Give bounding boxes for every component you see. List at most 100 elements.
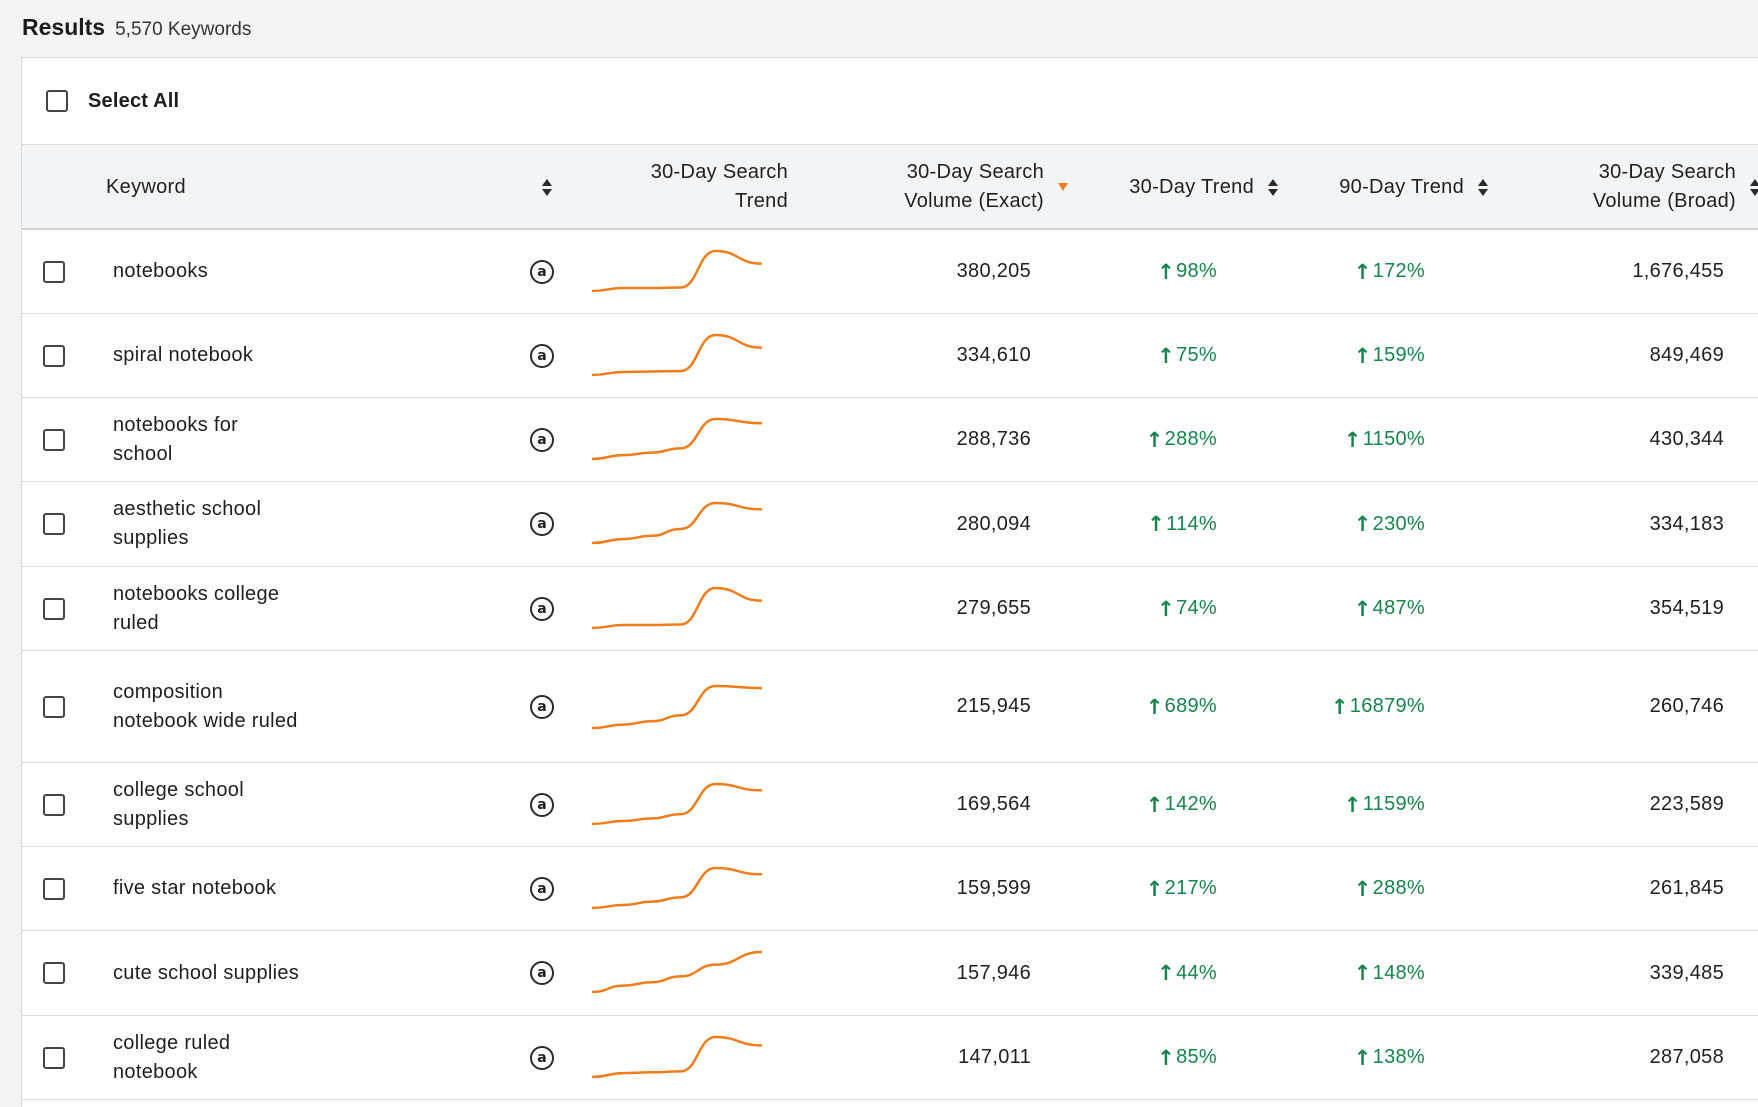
row-checkbox-cell xyxy=(43,482,65,566)
trend-90-indicator: ↑ 230% xyxy=(1354,512,1425,536)
trend-30-indicator: ↑ 74% xyxy=(1157,597,1217,621)
amazon-icon[interactable]: a xyxy=(530,876,554,901)
search-volume-exact-cell: 147,011 xyxy=(842,1016,1031,1099)
search-volume-broad-cell: 261,845 xyxy=(1442,847,1724,930)
row-checkbox[interactable] xyxy=(43,877,65,900)
trend-30-cell: ↑ 217% xyxy=(1062,847,1217,930)
trend-30-indicator: ↑ 114% xyxy=(1147,512,1217,536)
search-volume-broad-cell: 287,058 xyxy=(1442,1016,1724,1099)
table-row[interactable]: composition notebook wide ruled a 215,945 ↑… xyxy=(22,651,1758,763)
trend-30-cell: ↑ 98% xyxy=(1062,230,1217,313)
trend-30-indicator: ↑ 75% xyxy=(1157,344,1217,368)
column-header-keyword-label: Keyword xyxy=(106,175,186,198)
row-checkbox[interactable] xyxy=(43,597,65,620)
amazon-link-cell: a xyxy=(530,931,554,1015)
trend-30-cell: ↑ 75% xyxy=(1062,314,1217,397)
column-header-trend-90-label: 90-Day Trend xyxy=(1339,175,1464,198)
trend-30-indicator: ↑ 142% xyxy=(1146,793,1217,817)
table-row[interactable]: college school supplies a 169,564 ↑ 142% ↑ 115… xyxy=(22,763,1758,847)
sparkline-path xyxy=(592,782,762,825)
search-trend-sparkline xyxy=(592,950,762,994)
search-volume-exact-value: 279,655 xyxy=(956,597,1031,619)
sort-icon xyxy=(1268,178,1278,196)
table-row[interactable]: college ruled notebook a 147,011 ↑ 85% ↑ 138% 2… xyxy=(22,1016,1758,1100)
row-checkbox[interactable] xyxy=(43,1046,65,1069)
table-row[interactable]: spiral notebook a 334,610 ↑ 75% ↑ 159% 849,469 xyxy=(22,314,1758,398)
search-volume-exact-cell: 288,736 xyxy=(842,398,1031,481)
column-header-trend-90[interactable]: 90-Day Trend xyxy=(1288,145,1488,229)
trend-90-cell: ↑ 148% xyxy=(1062,931,1425,1015)
table-row[interactable]: notebooks for school a 288,736 ↑ 288% ↑ 1150% 4… xyxy=(22,398,1758,482)
amazon-icon[interactable]: a xyxy=(530,427,554,452)
search-volume-broad-cell: 339,485 xyxy=(1442,931,1724,1015)
column-header-search-trend[interactable]: 30-Day Search Trend xyxy=(602,145,788,229)
trend-30-cell: ↑ 689% xyxy=(1062,651,1217,762)
row-checkbox[interactable] xyxy=(43,695,65,718)
trend-90-indicator: ↑ 16879% xyxy=(1331,695,1425,719)
trend-30-cell: ↑ 142% xyxy=(1062,763,1217,846)
column-header-search-volume-exact[interactable]: 30-Day Search Volume (Exact) xyxy=(842,145,1068,229)
trend-30-indicator: ↑ 98% xyxy=(1157,260,1217,284)
row-checkbox[interactable] xyxy=(43,260,65,283)
row-checkbox[interactable] xyxy=(43,344,65,367)
sparkline-cell xyxy=(592,398,762,481)
keyword-cell: aesthetic school supplies xyxy=(113,482,303,566)
column-header-search-trend-label: 30-Day Search Trend xyxy=(650,161,788,212)
row-checkbox[interactable] xyxy=(43,793,65,816)
table-row[interactable]: cute school supplies a 157,946 ↑ 44% ↑ 148% 339… xyxy=(22,931,1758,1016)
keyword-text: notebooks college ruled xyxy=(113,582,280,634)
amazon-link-cell: a xyxy=(530,567,554,650)
search-trend-sparkline xyxy=(592,249,762,292)
column-header-trend-30[interactable]: 30-Day Trend xyxy=(1082,145,1278,229)
trend-90-indicator: ↑ 487% xyxy=(1354,597,1425,621)
amazon-icon[interactable]: a xyxy=(530,596,554,621)
amazon-icon[interactable]: a xyxy=(530,1045,554,1070)
trend-90-value: 230% xyxy=(1372,512,1425,535)
amazon-icon[interactable]: a xyxy=(530,694,554,719)
column-header-keyword[interactable]: Keyword xyxy=(106,145,186,229)
search-volume-exact-value: 380,205 xyxy=(956,260,1031,282)
select-all-label[interactable]: Select All xyxy=(88,89,180,112)
trend-90-value: 16879% xyxy=(1349,695,1425,717)
keyword-text: spiral notebook xyxy=(113,344,254,366)
search-trend-sparkline xyxy=(592,684,762,729)
table-row[interactable]: notebooks a 380,205 ↑ 98% ↑ 172% 1,676,455 xyxy=(22,230,1758,314)
keyword-cell: composition notebook wide ruled xyxy=(113,651,303,762)
column-header-search-volume-broad[interactable]: 30-Day Search Volume (Broad) xyxy=(1522,145,1758,229)
select-all-checkbox[interactable] xyxy=(46,90,68,112)
trend-90-value: 1150% xyxy=(1362,428,1425,450)
row-checkbox-cell xyxy=(43,398,65,481)
trend-30-value: 142% xyxy=(1164,793,1217,815)
arrow-up-icon: ↑ xyxy=(1145,876,1164,901)
search-volume-exact-cell: 380,205 xyxy=(842,230,1031,313)
arrow-up-icon: ↑ xyxy=(1353,1045,1372,1070)
trend-90-value: 172% xyxy=(1372,260,1425,282)
row-checkbox[interactable] xyxy=(43,428,65,451)
row-checkbox-cell xyxy=(43,931,65,1015)
trend-90-value: 159% xyxy=(1372,344,1425,366)
trend-30-value: 114% xyxy=(1166,512,1217,535)
keyword-text: aesthetic school supplies xyxy=(113,498,262,549)
row-checkbox[interactable] xyxy=(43,513,65,535)
amazon-icon[interactable]: a xyxy=(530,512,554,536)
table-row[interactable]: notebooks college ruled a 279,655 ↑ 74% ↑ 487%… xyxy=(22,567,1758,651)
table-row[interactable]: aesthetic school supplies a 280,094 ↑ 114% ↑ 2… xyxy=(22,482,1758,567)
trend-90-cell: ↑ 159% xyxy=(1062,314,1425,397)
sort-keyword-button[interactable] xyxy=(542,145,552,229)
search-trend-sparkline xyxy=(592,333,762,376)
keyword-text: notebooks xyxy=(113,260,208,282)
trend-30-indicator: ↑ 85% xyxy=(1157,1046,1217,1070)
keyword-text: college ruled notebook xyxy=(113,1031,231,1083)
select-all-bar: Select All xyxy=(22,58,1758,144)
table-row[interactable]: five star notebook a 159,599 ↑ 217% ↑ 288% 261,… xyxy=(22,847,1758,931)
amazon-icon[interactable]: a xyxy=(530,792,554,817)
arrow-up-icon: ↑ xyxy=(1353,961,1372,985)
amazon-icon[interactable]: a xyxy=(530,259,554,284)
row-checkbox[interactable] xyxy=(43,962,65,984)
results-header: Results 5,570 Keywords xyxy=(22,14,251,41)
amazon-icon[interactable]: a xyxy=(530,961,554,985)
trend-30-indicator: ↑ 217% xyxy=(1146,877,1217,901)
amazon-icon[interactable]: a xyxy=(530,343,554,368)
sparkline-path xyxy=(592,586,762,629)
amazon-link-cell: a xyxy=(530,314,554,397)
